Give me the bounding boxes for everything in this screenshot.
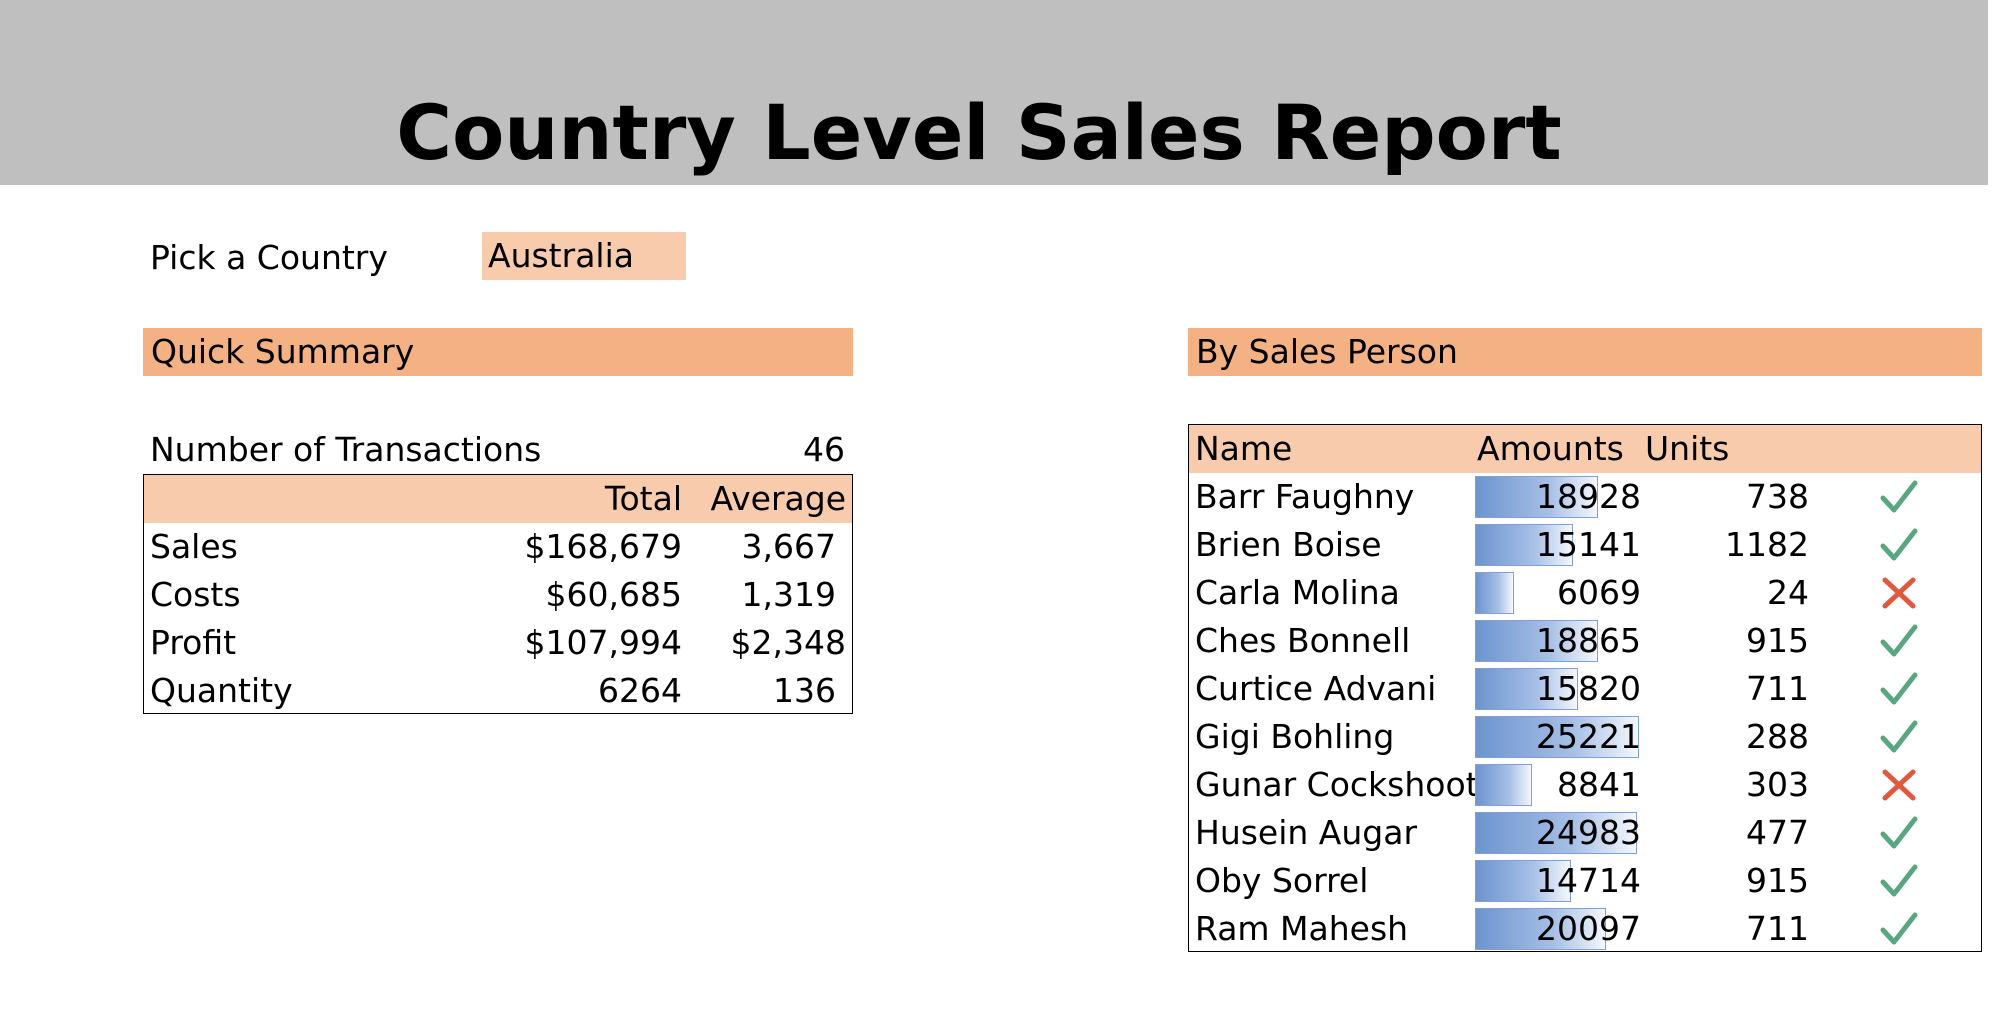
amount-value: 18865 (1536, 621, 1641, 660)
table-row: Husein Augar 24983 477 (1189, 809, 1981, 857)
table-row: Sales $168,679 3,667 (144, 523, 852, 571)
check-icon (1880, 624, 1918, 657)
amount-value: 15820 (1536, 669, 1641, 708)
units-value: 288 (1746, 717, 1809, 756)
units-column-header: Units (1645, 429, 1730, 468)
amount-data-bar (1475, 716, 1639, 758)
cross-icon (1882, 577, 1916, 609)
check-icon (1880, 864, 1918, 897)
by-sales-person-header: By Sales Person (1188, 328, 1982, 376)
sales-person-name: Gunar Cockshoot (1195, 765, 1479, 804)
units-value: 24 (1767, 573, 1809, 612)
report-title: Country Level Sales Report (396, 88, 1562, 177)
table-row: Gunar Cockshoot 8841 303 (1189, 761, 1981, 809)
check-icon (1880, 816, 1918, 849)
sales-person-name: Ram Mahesh (1195, 909, 1409, 948)
units-value: 915 (1746, 861, 1809, 900)
amount-value: 24983 (1536, 813, 1641, 852)
units-value: 303 (1746, 765, 1809, 804)
amount-data-bar (1475, 860, 1571, 902)
sales-person-name: Curtice Advani (1195, 669, 1437, 708)
quick-summary-header: Quick Summary (143, 328, 853, 376)
row-total: 6264 (598, 671, 682, 710)
amount-value: 6069 (1557, 573, 1641, 612)
table-row: Brien Boise 15141 1182 (1189, 521, 1981, 569)
amounts-column-header: Amounts (1477, 429, 1624, 468)
row-label: Quantity (150, 671, 293, 710)
amount-data-bar (1475, 572, 1514, 614)
total-column-header: Total (604, 479, 682, 518)
check-icon (1880, 672, 1918, 705)
country-picker-field[interactable]: Australia (482, 232, 686, 280)
table-row: Profit $107,994 $2,348 (144, 619, 852, 667)
units-value: 1182 (1725, 525, 1809, 564)
units-value: 477 (1746, 813, 1809, 852)
amount-value: 8841 (1557, 765, 1641, 804)
table-row: Curtice Advani 15820 711 (1189, 665, 1981, 713)
transactions-value: 46 (803, 430, 845, 469)
sales-person-name: Gigi Bohling (1195, 717, 1395, 756)
table-row: Gigi Bohling 25221 288 (1189, 713, 1981, 761)
amount-value: 20097 (1536, 909, 1641, 948)
row-total: $60,685 (545, 575, 682, 614)
row-total: $107,994 (524, 623, 682, 662)
sales-person-header-row: Name Amounts Units (1189, 425, 1981, 473)
row-label: Profit (150, 623, 237, 662)
row-label: Sales (150, 527, 238, 566)
units-value: 711 (1746, 669, 1809, 708)
table-row: Ram Mahesh 20097 711 (1189, 905, 1981, 953)
check-icon (1880, 528, 1918, 561)
check-icon (1880, 720, 1918, 753)
amount-value: 14714 (1536, 861, 1641, 900)
row-label: Costs (150, 575, 241, 614)
row-average: 1,319 (741, 575, 836, 614)
units-value: 711 (1746, 909, 1809, 948)
table-row: Costs $60,685 1,319 (144, 571, 852, 619)
row-average: 136 (773, 671, 836, 710)
table-row: Barr Faughny 18928 738 (1189, 473, 1981, 521)
check-icon (1880, 912, 1918, 945)
amount-value: 15141 (1536, 525, 1641, 564)
sales-person-name: Ches Bonnell (1195, 621, 1411, 660)
amount-data-bar (1475, 620, 1598, 662)
cross-icon (1882, 769, 1916, 801)
name-column-header: Name (1195, 429, 1293, 468)
amount-data-bar (1475, 476, 1598, 518)
row-total: $168,679 (524, 527, 682, 566)
sales-person-name: Husein Augar (1195, 813, 1418, 852)
table-row: Oby Sorrel 14714 915 (1189, 857, 1981, 905)
row-average: 3,667 (741, 527, 836, 566)
units-value: 915 (1746, 621, 1809, 660)
sales-person-name: Barr Faughny (1195, 477, 1415, 516)
country-picker-label: Pick a Country (150, 238, 388, 277)
amount-value: 25221 (1536, 717, 1641, 756)
amount-data-bar (1475, 668, 1578, 710)
sales-person-table: Name Amounts Units Barr Faughny 18928 738 B… (1188, 424, 1982, 952)
amount-data-bar (1475, 908, 1606, 950)
units-value: 738 (1746, 477, 1809, 516)
row-average: $2,348 (730, 623, 846, 662)
amount-data-bar (1475, 764, 1532, 806)
amount-data-bar (1475, 812, 1637, 854)
report-header-banner: Country Level Sales Report (0, 0, 1988, 185)
sales-person-name: Carla Molina (1195, 573, 1400, 612)
table-row: Quantity 6264 136 (144, 667, 852, 715)
amount-value: 18928 (1536, 477, 1641, 516)
amount-data-bar (1475, 524, 1573, 566)
table-row: Carla Molina 6069 24 (1189, 569, 1981, 617)
sales-person-name: Brien Boise (1195, 525, 1382, 564)
sales-person-name: Oby Sorrel (1195, 861, 1369, 900)
check-icon (1880, 480, 1918, 513)
table-row: Ches Bonnell 18865 915 (1189, 617, 1981, 665)
quick-summary-table: Total Average Sales $168,679 3,667 Costs… (143, 474, 853, 714)
transactions-label: Number of Transactions (150, 430, 542, 469)
average-column-header: Average (710, 479, 846, 518)
quick-summary-header-row: Total Average (144, 475, 852, 523)
